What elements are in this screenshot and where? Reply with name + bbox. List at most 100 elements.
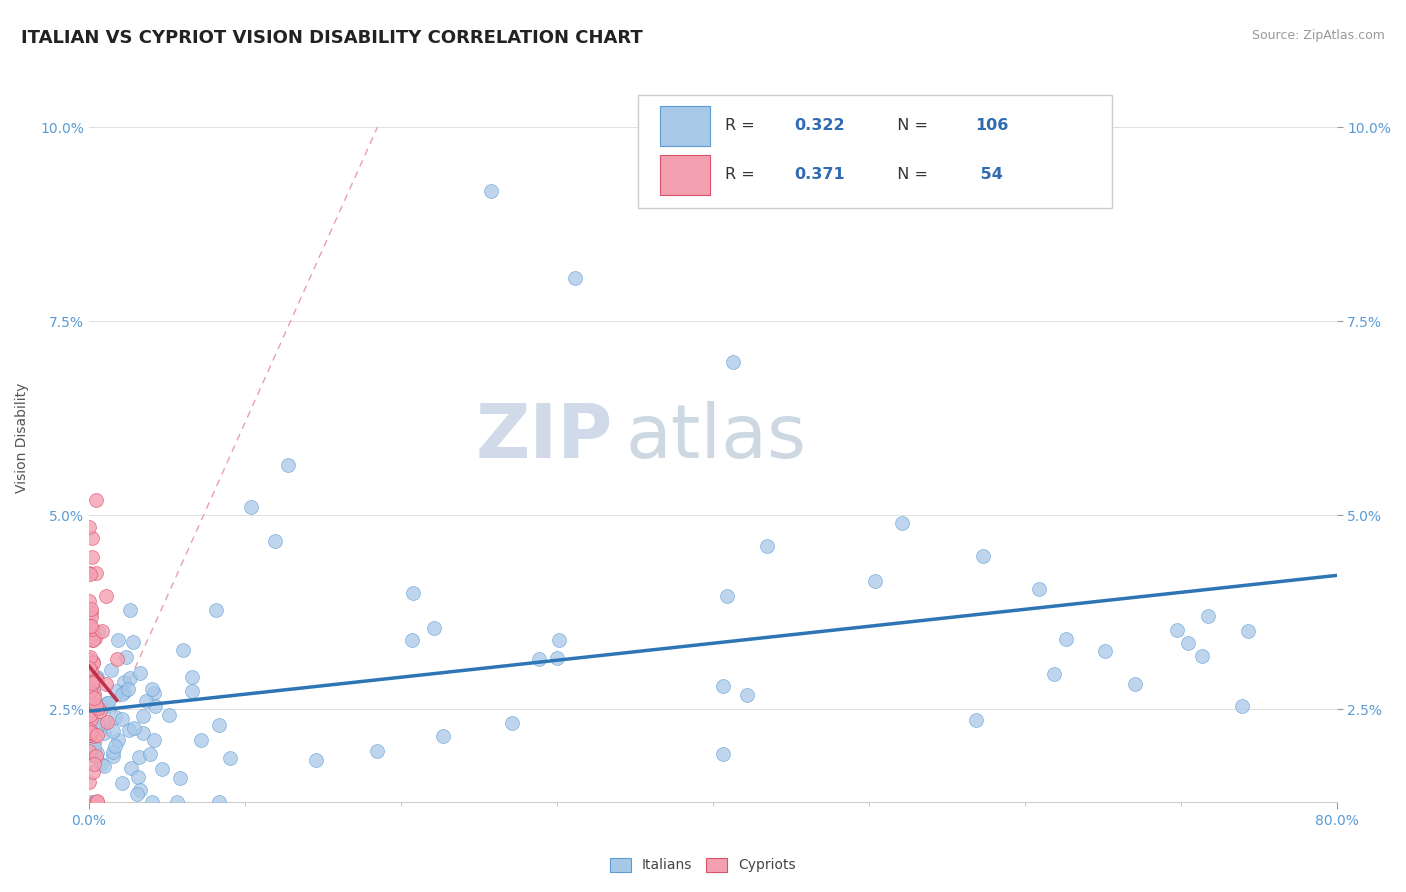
Point xyxy=(84,748,107,763)
Point xyxy=(77,593,100,607)
Point xyxy=(122,634,145,648)
Point xyxy=(103,745,125,759)
Point xyxy=(1028,582,1050,596)
Point xyxy=(97,696,120,710)
Point xyxy=(891,516,914,530)
Y-axis label: Vision Disability: Vision Disability xyxy=(15,383,30,492)
Point xyxy=(104,739,127,753)
Point xyxy=(366,744,388,758)
Point xyxy=(110,776,132,790)
Text: N =: N = xyxy=(887,167,934,182)
Point xyxy=(1094,644,1116,658)
Point xyxy=(80,795,103,809)
Point xyxy=(79,725,101,739)
Point xyxy=(86,795,108,809)
Point xyxy=(152,762,174,776)
Point xyxy=(80,619,103,633)
Point xyxy=(79,618,101,632)
Point xyxy=(84,631,107,645)
Point xyxy=(548,633,571,648)
Point xyxy=(432,729,454,743)
Point xyxy=(107,633,129,648)
Point xyxy=(93,725,115,739)
Point xyxy=(82,732,104,747)
Point xyxy=(86,728,108,742)
Point xyxy=(82,656,104,670)
Point xyxy=(84,671,107,685)
Point xyxy=(181,670,204,684)
Point xyxy=(82,632,104,647)
Point xyxy=(79,708,101,723)
Point xyxy=(79,723,101,737)
Point xyxy=(87,701,110,715)
FancyBboxPatch shape xyxy=(638,95,1112,208)
Point xyxy=(86,669,108,683)
Point xyxy=(117,681,139,696)
Bar xyxy=(661,154,710,194)
Point xyxy=(166,795,188,809)
Point xyxy=(103,748,125,763)
Point xyxy=(79,744,101,758)
Point xyxy=(83,756,105,771)
Point xyxy=(114,650,136,665)
Point xyxy=(110,712,132,726)
Bar xyxy=(661,106,710,146)
Point xyxy=(120,761,142,775)
Point xyxy=(157,708,180,723)
Point xyxy=(142,733,165,747)
Point xyxy=(239,500,262,515)
Point xyxy=(84,566,107,581)
Text: 106: 106 xyxy=(974,119,1008,133)
Point xyxy=(527,652,550,666)
Point xyxy=(83,795,105,809)
Point xyxy=(112,675,135,690)
Point xyxy=(83,729,105,743)
Point xyxy=(131,725,153,739)
Point xyxy=(135,694,157,708)
Point xyxy=(120,603,142,617)
Point xyxy=(84,749,107,764)
Point xyxy=(112,685,135,699)
Point xyxy=(204,602,226,616)
Point xyxy=(105,651,128,665)
Point xyxy=(77,566,100,581)
Point xyxy=(972,549,994,564)
Text: 54: 54 xyxy=(974,167,1002,182)
Point xyxy=(1191,648,1213,663)
Point xyxy=(711,747,734,761)
Point xyxy=(107,732,129,747)
Point xyxy=(84,699,107,714)
Point xyxy=(141,681,163,696)
Text: N =: N = xyxy=(887,119,934,133)
Point xyxy=(111,687,134,701)
Point xyxy=(87,625,110,640)
Text: R =: R = xyxy=(725,119,761,133)
Point xyxy=(169,771,191,785)
Point xyxy=(93,700,115,714)
Text: Source: ZipAtlas.com: Source: ZipAtlas.com xyxy=(1251,29,1385,42)
Point xyxy=(128,783,150,797)
Point xyxy=(1197,609,1219,624)
Text: 0.371: 0.371 xyxy=(794,167,845,182)
Point xyxy=(84,698,107,713)
Point xyxy=(93,759,115,773)
Point xyxy=(94,589,117,603)
Text: ITALIAN VS CYPRIOT VISION DISABILITY CORRELATION CHART: ITALIAN VS CYPRIOT VISION DISABILITY COR… xyxy=(21,29,643,46)
Point xyxy=(77,661,100,675)
Point xyxy=(96,715,118,730)
Point xyxy=(80,725,103,739)
Point xyxy=(100,664,122,678)
Point xyxy=(79,728,101,742)
Point xyxy=(264,533,287,548)
Point xyxy=(82,532,104,546)
Point xyxy=(128,750,150,764)
Point xyxy=(1166,623,1188,637)
Text: R =: R = xyxy=(725,167,761,182)
Point xyxy=(79,567,101,582)
Point xyxy=(564,270,586,285)
Point xyxy=(721,355,744,369)
Point xyxy=(79,683,101,698)
Point xyxy=(80,629,103,643)
Point xyxy=(82,549,104,564)
Point xyxy=(716,589,738,603)
